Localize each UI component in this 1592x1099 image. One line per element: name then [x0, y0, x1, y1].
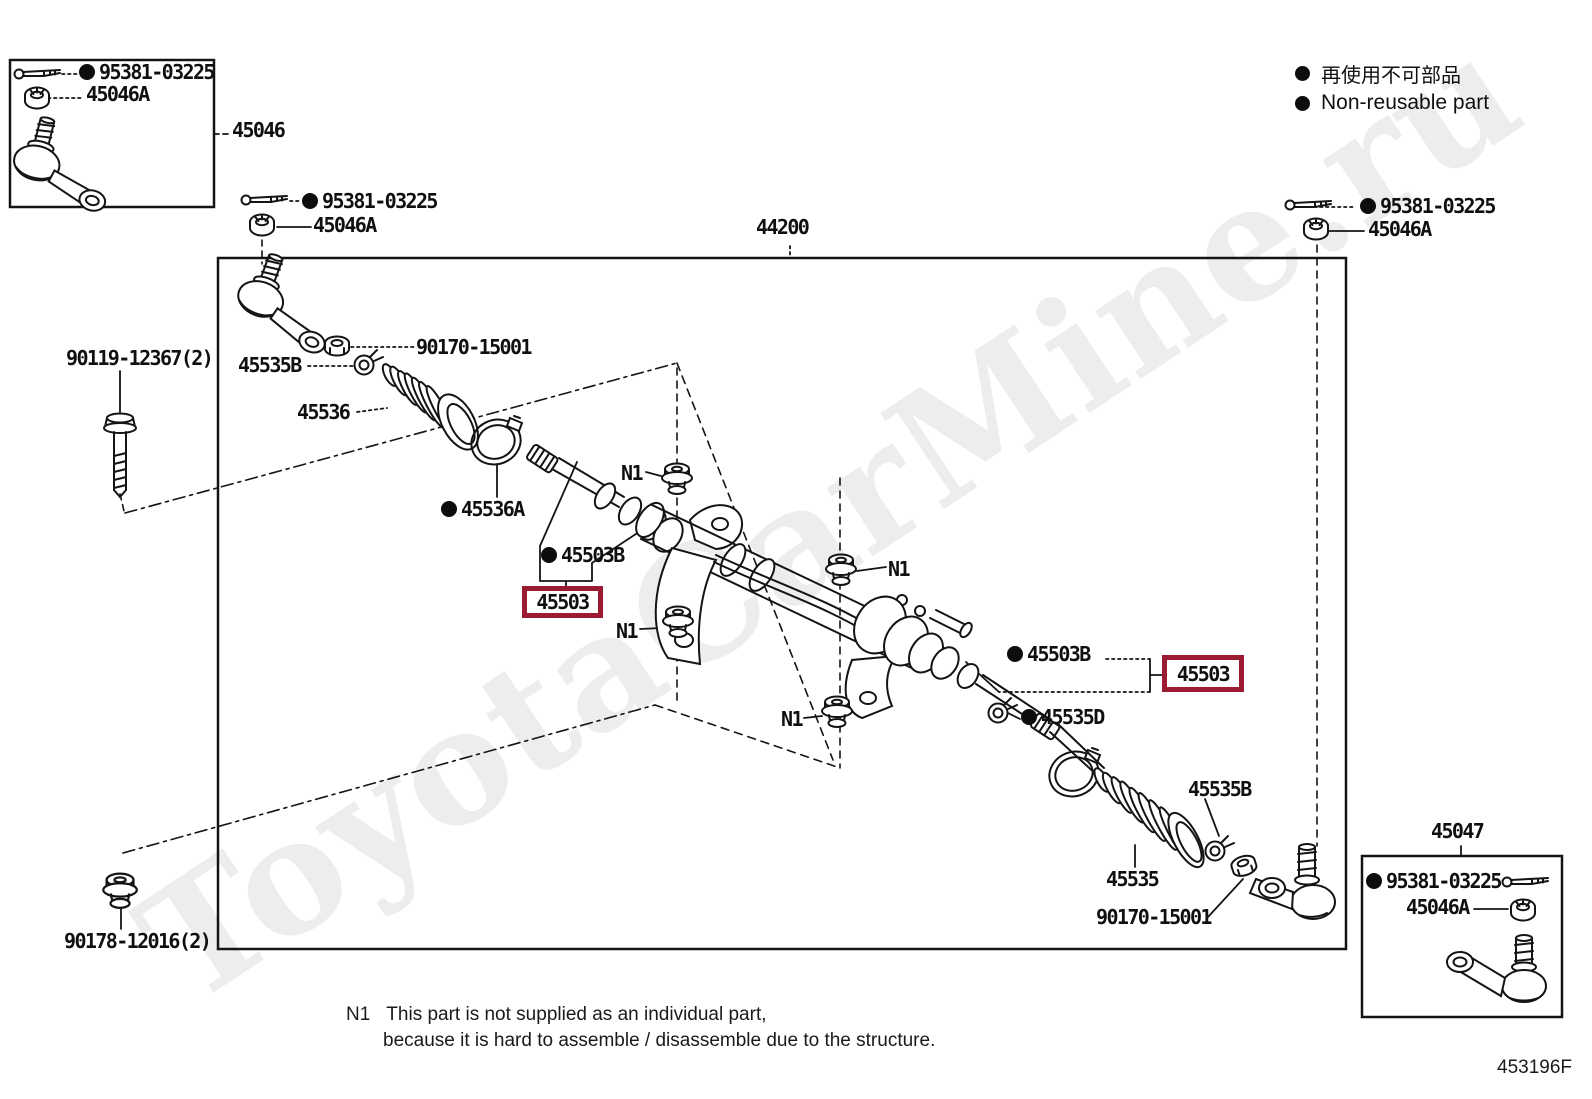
leader-lines: [47, 73, 1509, 930]
legend-row-en: Non-reusable part: [1295, 90, 1489, 116]
note-ref-n1-c: N1: [616, 619, 638, 643]
part-number-text: 45535B: [238, 353, 302, 377]
legend: 再使用不可部品 Non-reusable part: [1295, 60, 1489, 120]
part-95381-03225-45047-box: 95381-03225: [1366, 869, 1502, 893]
note-ref-n1-d: N1: [781, 707, 803, 731]
legend-text-en: Non-reusable part: [1321, 91, 1490, 114]
part-number-text: N1: [781, 707, 803, 731]
footnote-n1: N1 This part is not supplied as an indivi…: [346, 1002, 935, 1054]
part-45047: 45047: [1431, 819, 1485, 843]
inner-tie-rod-45503-right-drawing: [956, 663, 1061, 741]
part-45503b-left: 45503B: [541, 543, 625, 567]
part-number-text: 45046A: [1368, 217, 1432, 241]
part-number-text: 90170-15001: [416, 335, 532, 359]
part-number-text: 45503B: [561, 543, 625, 567]
non-reusable-dot-icon: [541, 547, 557, 563]
part-95381-03225-midleft: 95381-03225: [302, 189, 438, 213]
part-45503-left-highlight[interactable]: 45503: [522, 586, 603, 618]
part-number-text: 45046A: [86, 82, 150, 106]
part-45535: 45535: [1106, 867, 1160, 891]
part-number-text: 45046A: [1406, 895, 1470, 919]
part-number-text: 45046: [232, 118, 286, 142]
part-45535b-top: 45535B: [238, 353, 302, 377]
note-ref-n1-a: N1: [621, 461, 643, 485]
part-number-text: 45535: [1106, 867, 1160, 891]
part-90170-15001-bottom: 90170-15001: [1096, 905, 1212, 929]
part-45046a-topleft-box: 45046A: [86, 82, 150, 106]
legend-text-jp: 再使用不可部品: [1321, 62, 1461, 87]
part-number-text: 95381-03225: [322, 189, 438, 213]
part-number-text: 90170-15001: [1096, 905, 1212, 929]
part-45046a-midleft: 45046A: [313, 213, 377, 237]
part-number-text: 44200: [756, 215, 810, 239]
footnote-line1: This part is not supplied as an individu…: [386, 1004, 767, 1025]
part-45046: 45046: [232, 118, 286, 142]
part-90178-12016: 90178-12016(2): [64, 929, 212, 953]
part-number-text: 95381-03225: [99, 60, 215, 84]
part-45536: 45536: [297, 400, 351, 424]
part-95381-03225-topleft-box: 95381-03225: [79, 60, 215, 84]
non-reusable-dot-icon: [1360, 198, 1376, 214]
part-number-text: 45536: [297, 400, 351, 424]
part-90119-12367: 90119-12367(2): [66, 346, 214, 370]
part-number-text: 45503: [1176, 661, 1231, 686]
part-45046a-topright: 45046A: [1368, 217, 1432, 241]
part-45503b-right: 45503B: [1007, 642, 1091, 666]
bolt-90119-12367-drawing: [103, 412, 137, 499]
non-reusable-dot-icon: [1366, 873, 1382, 889]
part-45503-right-highlight[interactable]: 45503: [1162, 655, 1244, 692]
non-reusable-dot-icon: [1295, 95, 1310, 111]
part-number-text: 45503: [536, 590, 590, 614]
part-95381-03225-topright: 95381-03225: [1360, 194, 1496, 218]
part-45046a-45047-box: 45046A: [1406, 895, 1470, 919]
part-44200: 44200: [756, 215, 810, 239]
non-reusable-dot-icon: [441, 501, 457, 517]
boot-45535-drawing: [1049, 723, 1205, 869]
part-number-text: 45535D: [1041, 705, 1105, 729]
part-90170-15001-top: 90170-15001: [416, 335, 532, 359]
footnote-tag: N1: [346, 1004, 371, 1025]
part-number-text: 45535B: [1188, 777, 1252, 801]
footnote-line2: because it is hard to assemble / disasse…: [383, 1030, 936, 1051]
part-number-text: 45047: [1431, 819, 1485, 843]
part-number-text: N1: [616, 619, 638, 643]
non-reusable-dot-icon: [1295, 65, 1310, 81]
tie-rod-end-right-drawing: [1248, 843, 1336, 920]
bottomright-parts-box-45047: [1360, 854, 1564, 1019]
part-number-text: 90119-12367(2): [66, 346, 214, 370]
main-assembly-box-44200: [216, 256, 1348, 951]
non-reusable-dot-icon: [1021, 709, 1037, 725]
part-45535d: 45535D: [1021, 705, 1105, 729]
part-45536a: 45536A: [441, 497, 525, 521]
part-number-text: N1: [888, 557, 910, 581]
tie-rod-end-45047-drawing: [1446, 934, 1547, 1003]
part-number-text: 90178-12016(2): [64, 929, 212, 953]
part-45535b-bottom: 45535B: [1188, 777, 1252, 801]
part-number-text: 45046A: [313, 213, 377, 237]
part-number-text: 45503B: [1027, 642, 1091, 666]
part-number-text: 95381-03225: [1380, 194, 1496, 218]
part-number-text: 95381-03225: [1386, 869, 1502, 893]
non-reusable-dot-icon: [302, 193, 318, 209]
non-reusable-dot-icon: [1007, 646, 1023, 662]
diagram-code: 453196F: [1497, 1057, 1573, 1078]
part-number-text: N1: [621, 461, 643, 485]
part-number-text: 45536A: [461, 497, 525, 521]
non-reusable-dot-icon: [79, 64, 95, 80]
note-ref-n1-b: N1: [888, 557, 910, 581]
legend-row-jp: 再使用不可部品: [1295, 60, 1489, 87]
